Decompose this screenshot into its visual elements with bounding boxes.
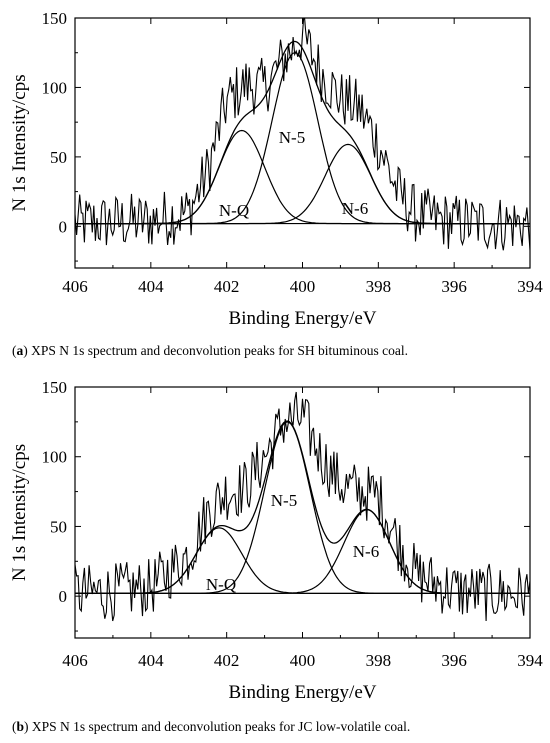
y-tick-label: 150 bbox=[42, 378, 68, 397]
x-tick-label: 398 bbox=[366, 277, 392, 296]
caption-b: (b) XPS N 1s spectrum and deconvolution … bbox=[12, 719, 411, 734]
y-tick-label: 50 bbox=[50, 517, 67, 536]
peak-n-6-line bbox=[75, 143, 530, 225]
y-axis-label: N 1s Intensity/cps bbox=[9, 444, 30, 581]
x-tick-label: 402 bbox=[214, 277, 240, 296]
curves bbox=[75, 391, 530, 622]
x-axis-label: Binding Energy/eV bbox=[229, 682, 377, 703]
caption-b-text: XPS N 1s spectrum and deconvolution peak… bbox=[31, 719, 411, 734]
caption-a-text: XPS N 1s spectrum and deconvolution peak… bbox=[31, 343, 408, 358]
x-tick-label: 404 bbox=[138, 651, 164, 670]
y-tick-label: 0 bbox=[59, 587, 68, 606]
y-tick-label: 100 bbox=[42, 448, 68, 467]
annotation-n-q: N-Q bbox=[219, 201, 249, 220]
curves bbox=[75, 18, 530, 251]
raw-spectrum-line bbox=[75, 18, 530, 251]
x-tick-label: 402 bbox=[214, 651, 240, 670]
caption-a-letter: a bbox=[16, 343, 24, 358]
x-tick-label: 406 bbox=[62, 651, 88, 670]
x-tick-label: 394 bbox=[517, 651, 543, 670]
x-tick-label: 398 bbox=[366, 651, 392, 670]
fit-envelope-line bbox=[75, 420, 530, 595]
panel-a: 406 404 402 400 398 396 394 0 50 100 150 Binding En… bbox=[9, 9, 543, 329]
x-tick-label: 400 bbox=[290, 651, 316, 670]
annotation-n-5: N-5 bbox=[271, 491, 297, 510]
x-tick-label: 404 bbox=[138, 277, 164, 296]
x-tick-label: 400 bbox=[290, 277, 316, 296]
x-tick-label: 396 bbox=[441, 651, 467, 670]
panel-b: 406 404 402 400 398 396 394 0 50 100 150 Binding En… bbox=[9, 378, 543, 703]
raw-spectrum-line bbox=[75, 391, 530, 622]
caption-a: (a) XPS N 1s spectrum and deconvolution … bbox=[12, 343, 408, 358]
annotation-n-q: N-Q bbox=[206, 575, 236, 594]
x-tick-label: 394 bbox=[517, 277, 543, 296]
y-axis-label: N 1s Intensity/cps bbox=[9, 74, 30, 211]
x-tick-label: 406 bbox=[62, 277, 88, 296]
y-tick-label: 0 bbox=[59, 217, 68, 236]
caption-b-letter: b bbox=[16, 719, 25, 734]
peak-n-5-line bbox=[75, 421, 530, 594]
y-tick-label: 50 bbox=[50, 148, 67, 167]
x-tick-label: 396 bbox=[441, 277, 467, 296]
x-axis-label: Binding Energy/eV bbox=[229, 308, 377, 329]
annotation-n-5: N-5 bbox=[279, 128, 305, 147]
annotation-n-6: N-6 bbox=[342, 199, 368, 218]
annotation-n-6: N-6 bbox=[353, 542, 379, 561]
y-tick-label: 100 bbox=[42, 78, 68, 97]
y-tick-label: 150 bbox=[42, 9, 68, 28]
